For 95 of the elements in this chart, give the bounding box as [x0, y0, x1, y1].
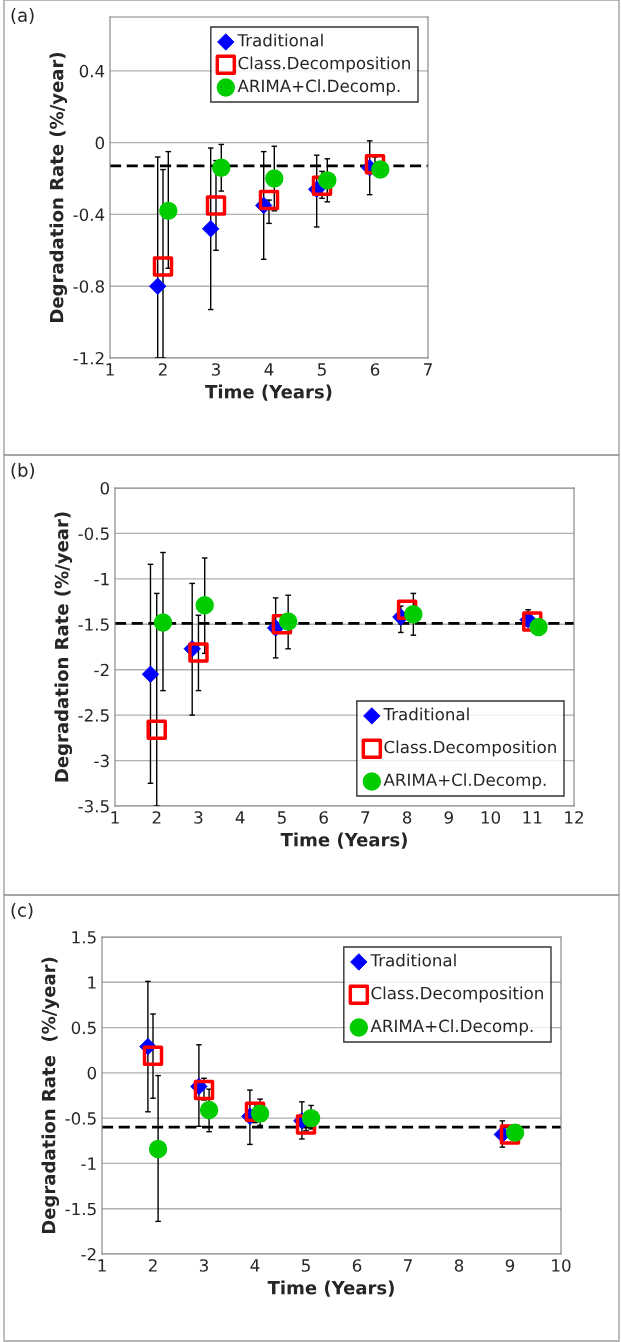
legend-label: ARIMA+Cl.Decomp. [237, 79, 400, 96]
legend-label: Traditional [237, 33, 323, 47]
point [265, 169, 284, 188]
x-tick-label: 7 [361, 811, 370, 824]
legend-label: Class.Decomposition [238, 56, 410, 73]
point [250, 1104, 270, 1123]
y-tick-label: -1 [94, 573, 109, 586]
legend-label: Traditional [370, 953, 456, 967]
legend-label: ARIMA+Cl.Decomp. [370, 1019, 533, 1036]
y-tick-label: -0.4 [73, 208, 105, 221]
x-tick-label: 6 [352, 1259, 362, 1272]
x-tick-label: 11 [523, 811, 542, 824]
y-axis-title: Degradation Rate (%/year) [54, 512, 73, 782]
point [195, 596, 214, 615]
x-tick-label: 5 [301, 1259, 310, 1272]
text: (a) [11, 8, 34, 25]
point [146, 719, 167, 740]
y-axis-title: Degradation Rate (%/year) [41, 957, 60, 1234]
point [159, 201, 178, 221]
point [318, 171, 337, 190]
point [199, 1100, 219, 1120]
point [499, 1124, 521, 1145]
point [188, 642, 209, 663]
x-tick-label: 8 [402, 811, 412, 824]
y-axis-title: Degradation Rate (%/year) [49, 52, 68, 322]
y-tick-label: -0.5 [78, 527, 109, 540]
x-tick-label: 6 [319, 811, 328, 824]
point [258, 189, 280, 211]
x-tick-label: 5 [277, 811, 286, 824]
point [193, 1079, 215, 1101]
y-tick-label: 1 [88, 976, 96, 989]
x-tick-label: 2 [152, 811, 161, 824]
legend-label: ARIMA+Cl.Decomp. [383, 773, 546, 790]
point [404, 605, 423, 624]
point [295, 1114, 317, 1135]
x-tick-label: 8 [454, 1259, 464, 1272]
x-axis-title: Time (Years) [267, 1280, 394, 1297]
x-tick-label: 4 [250, 1259, 260, 1272]
x-tick-label: 2 [158, 363, 167, 376]
y-tick-label: -2.5 [78, 709, 109, 722]
point [278, 612, 298, 631]
legend-label: Traditional [383, 707, 469, 721]
y-tick-label: 0 [100, 481, 110, 495]
y-tick-label: 1.5 [72, 931, 96, 944]
y-tick-label: -3 [94, 754, 109, 768]
x-axis-title: Time (Years) [280, 832, 407, 849]
x-tick-label: 12 [565, 811, 583, 824]
x-tick-label: 7 [404, 1259, 412, 1272]
point [301, 1108, 321, 1128]
point [148, 1139, 168, 1159]
x-axis-title: Time (Years) [205, 384, 332, 401]
point [529, 617, 548, 637]
y-tick-label: -1.5 [78, 618, 109, 631]
legend-label: Class.Decomposition [371, 986, 543, 1003]
x-tick-label: 10 [552, 1259, 571, 1272]
text: (c) [11, 903, 33, 920]
y-tick-label: -1.2 [73, 351, 104, 365]
x-tick-label: 4 [264, 363, 274, 376]
y-tick-label: -0.8 [73, 280, 104, 293]
y-tick-label: -3.5 [78, 799, 109, 813]
y-tick-label: 0 [95, 136, 105, 150]
point [505, 1123, 525, 1142]
y-tick-label: -0.5 [65, 1112, 96, 1125]
y-tick-label: -1.5 [65, 1202, 96, 1216]
y-tick-label: 0 [87, 1066, 97, 1080]
y-tick-label: -2 [81, 1247, 96, 1261]
x-tick-label: 5 [317, 363, 326, 376]
point [205, 195, 227, 216]
x-tick-label: 9 [444, 811, 453, 824]
point [244, 1101, 266, 1123]
y-tick-label: 0.5 [71, 1021, 96, 1035]
text: (b) [11, 463, 34, 480]
point [396, 599, 418, 620]
point [153, 613, 173, 632]
point [311, 175, 333, 196]
x-tick-label: 3 [194, 811, 203, 824]
y-tick-label: -2 [94, 663, 109, 677]
point [152, 256, 174, 277]
point [212, 158, 231, 177]
point [271, 614, 293, 635]
x-tick-label: 3 [211, 363, 220, 376]
x-tick-label: 3 [199, 1259, 208, 1272]
point [142, 1045, 164, 1066]
point [364, 153, 386, 175]
y-tick-label: -1 [81, 1157, 96, 1170]
x-tick-label: 4 [235, 811, 245, 824]
y-tick-label: 0.4 [79, 64, 105, 78]
x-tick-label: 10 [481, 811, 501, 824]
x-tick-label: 2 [148, 1259, 157, 1272]
legend-label: Class.Decomposition [384, 740, 556, 757]
x-tick-label: 6 [370, 363, 380, 376]
x-tick-label: 1 [111, 811, 119, 824]
x-tick-label: 9 [505, 1259, 515, 1272]
point [371, 160, 390, 179]
x-tick-label: 7 [424, 363, 432, 376]
